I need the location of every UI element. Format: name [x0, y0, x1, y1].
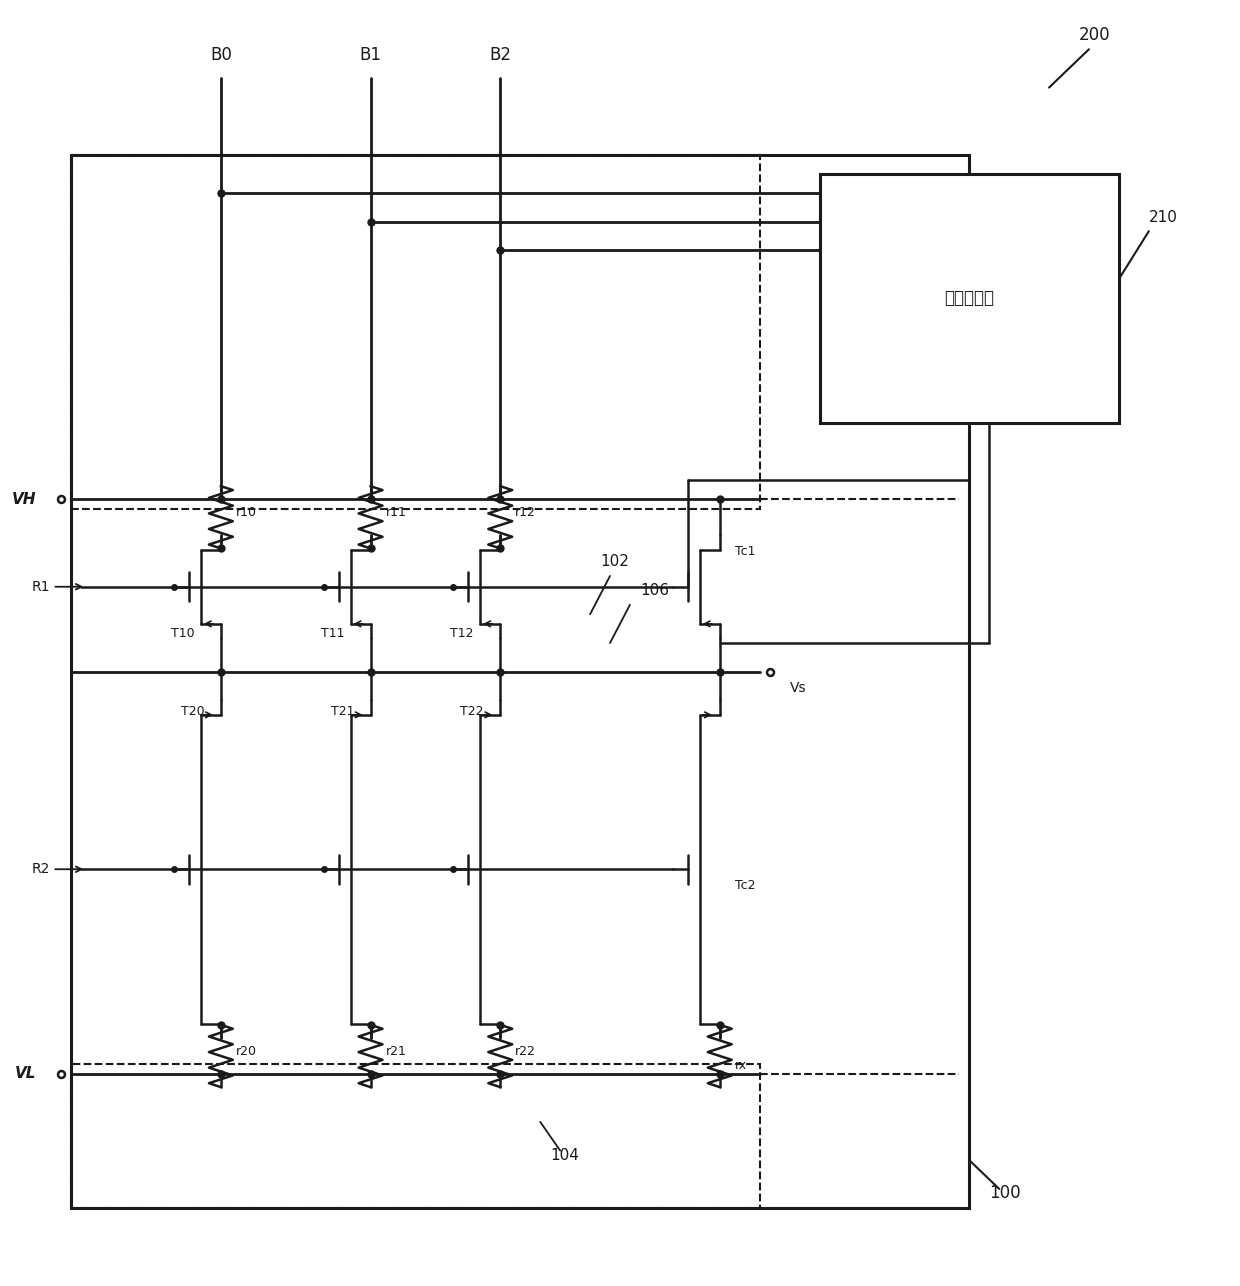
Text: 104: 104	[551, 1148, 579, 1163]
Bar	[71, 154, 970, 1208]
Bar	[71, 1065, 760, 1208]
Text: T11: T11	[321, 626, 345, 640]
Bar	[820, 174, 1118, 423]
Text: 102: 102	[600, 554, 629, 570]
Text: T22: T22	[460, 705, 484, 719]
Text: 100: 100	[990, 1184, 1021, 1202]
Text: T10: T10	[171, 626, 195, 640]
Text: Vs: Vs	[790, 682, 806, 696]
Text: r20: r20	[236, 1044, 257, 1057]
Text: T12: T12	[450, 626, 474, 640]
Text: VL: VL	[15, 1066, 36, 1082]
Text: Tc1: Tc1	[735, 545, 755, 558]
Text: rx: rx	[735, 1060, 746, 1073]
Text: r21: r21	[386, 1044, 407, 1057]
Text: B2: B2	[490, 45, 511, 63]
Text: B1: B1	[360, 45, 382, 63]
Text: 电位鉴别块: 电位鉴别块	[944, 289, 994, 307]
Text: Tc2: Tc2	[735, 878, 755, 891]
Text: 200: 200	[1079, 26, 1111, 44]
Text: r10: r10	[236, 505, 257, 520]
Text: VH: VH	[12, 491, 36, 507]
Text: 210: 210	[1148, 210, 1178, 225]
Text: T20: T20	[181, 705, 205, 719]
Text: r22: r22	[516, 1044, 536, 1057]
Text: R2: R2	[31, 862, 82, 876]
Bar	[71, 154, 760, 509]
Text: T21: T21	[331, 705, 355, 719]
Text: r12: r12	[516, 505, 536, 520]
Text: r11: r11	[386, 505, 407, 520]
Text: R1: R1	[31, 580, 82, 594]
Text: 106: 106	[640, 583, 668, 598]
Text: B0: B0	[210, 45, 232, 63]
